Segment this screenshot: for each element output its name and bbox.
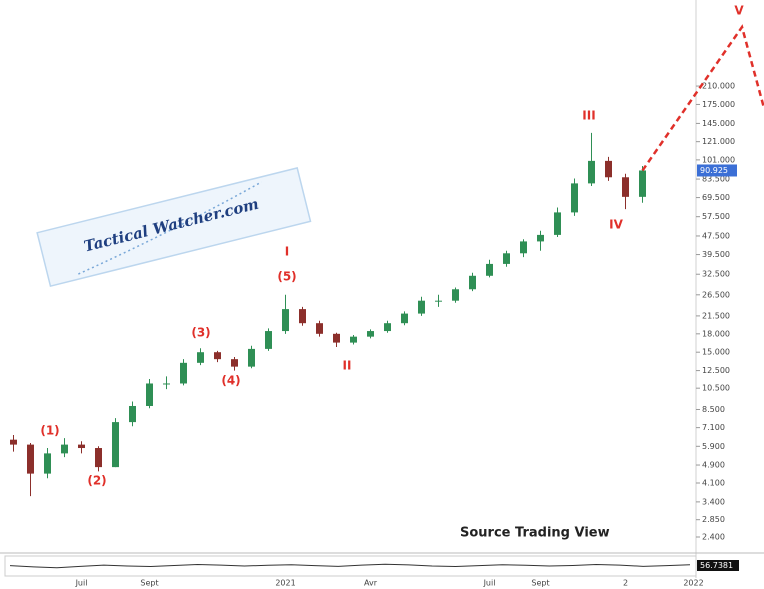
candle-body xyxy=(571,183,578,213)
candle-body xyxy=(350,336,357,343)
candle-body xyxy=(299,309,306,324)
wave-label: I xyxy=(285,245,289,259)
candle-body xyxy=(146,383,153,406)
y-tick-label: 2.850 xyxy=(702,515,725,524)
y-tick-label: 18.000 xyxy=(702,329,730,338)
y-tick-label: 8.500 xyxy=(702,405,725,414)
candle-body xyxy=(112,422,119,468)
watermark-frame xyxy=(36,167,312,288)
projection-line xyxy=(641,24,764,172)
indicator-line xyxy=(9,563,691,569)
wave-label: (1) xyxy=(40,424,59,438)
candle-body xyxy=(61,444,68,454)
candle-body xyxy=(605,160,612,178)
candle-body xyxy=(78,444,85,449)
candle-body xyxy=(367,331,374,337)
price-label: 90.925 xyxy=(700,166,728,175)
candle-body xyxy=(316,323,323,334)
y-tick-label: 2.400 xyxy=(702,533,725,542)
candle-body xyxy=(469,275,476,290)
y-tick-label: 69.500 xyxy=(702,193,730,202)
candle-body xyxy=(44,453,51,474)
candle-body xyxy=(554,212,561,235)
candle-body xyxy=(401,313,408,324)
y-tick-label: 12.500 xyxy=(702,366,730,375)
wave-label: (5) xyxy=(277,270,296,284)
y-tick-label: 39.500 xyxy=(702,250,730,259)
wave-label: (3) xyxy=(191,326,210,340)
candle-body xyxy=(622,177,629,197)
wave-label: IV xyxy=(609,218,623,232)
wave-label: (2) xyxy=(87,474,106,488)
price-label-box xyxy=(697,164,737,177)
candle-body xyxy=(10,439,17,445)
wave-label: V xyxy=(734,4,744,18)
candle-body xyxy=(163,383,170,385)
x-tick-label: 2022 xyxy=(683,579,703,588)
candle-body xyxy=(27,444,34,474)
source-text: Source Trading View xyxy=(460,526,610,541)
candle-body xyxy=(265,331,272,349)
candle-body xyxy=(384,323,391,332)
candle-body xyxy=(639,170,646,197)
y-tick-label: 101.000 xyxy=(702,155,735,164)
y-tick-label: 175.000 xyxy=(702,100,735,109)
candle-body xyxy=(537,234,544,242)
x-tick-label: 2021 xyxy=(275,579,295,588)
y-tick-label: 4.900 xyxy=(702,461,725,470)
indicator-label: 56.7381 xyxy=(700,561,733,570)
x-tick-label: Juil xyxy=(75,579,88,588)
y-tick-label: 5.900 xyxy=(702,442,725,451)
candle-body xyxy=(180,362,187,384)
candle-body xyxy=(588,160,595,184)
candle-body xyxy=(248,348,255,367)
indicator-panel xyxy=(4,555,697,577)
y-tick-label: 15.000 xyxy=(702,348,730,357)
candle-body xyxy=(418,300,425,314)
x-tick-label: Avr xyxy=(364,579,378,588)
candle-body xyxy=(282,309,289,332)
y-tick-label: 3.400 xyxy=(702,497,725,506)
candle-body xyxy=(486,263,493,276)
y-tick-label: 32.500 xyxy=(702,270,730,279)
candle-body xyxy=(452,289,459,301)
candle-body xyxy=(197,352,204,363)
indicator-label-box xyxy=(697,560,739,571)
x-tick-label: 2 xyxy=(623,579,628,588)
x-tick-label: Sept xyxy=(531,579,549,588)
candle-body xyxy=(503,253,510,264)
x-tick-label: Juil xyxy=(483,579,496,588)
y-tick-label: 21.500 xyxy=(702,311,730,320)
y-tick-label: 47.500 xyxy=(702,231,730,240)
y-tick-label: 7.100 xyxy=(702,423,725,432)
candle-body xyxy=(95,448,102,468)
y-tick-label: 4.100 xyxy=(702,479,725,488)
y-tick-label: 145.000 xyxy=(702,119,735,128)
candle-body xyxy=(214,352,221,360)
y-tick-label: 57.500 xyxy=(702,212,730,221)
x-tick-label: Sept xyxy=(140,579,158,588)
wave-label: (4) xyxy=(221,374,240,388)
candle-body xyxy=(435,300,442,302)
y-tick-label: 121.000 xyxy=(702,137,735,146)
y-tick-label: 83.500 xyxy=(702,175,730,184)
candle-body xyxy=(231,359,238,367)
candle-body xyxy=(333,333,340,343)
wave-label: III xyxy=(582,109,595,123)
y-tick-label: 26.500 xyxy=(702,290,730,299)
candle-body xyxy=(129,405,136,423)
candle-body xyxy=(520,241,527,254)
y-tick-label: 10.500 xyxy=(702,384,730,393)
y-tick-label: 210.000 xyxy=(702,82,735,91)
wave-label: II xyxy=(343,359,352,373)
